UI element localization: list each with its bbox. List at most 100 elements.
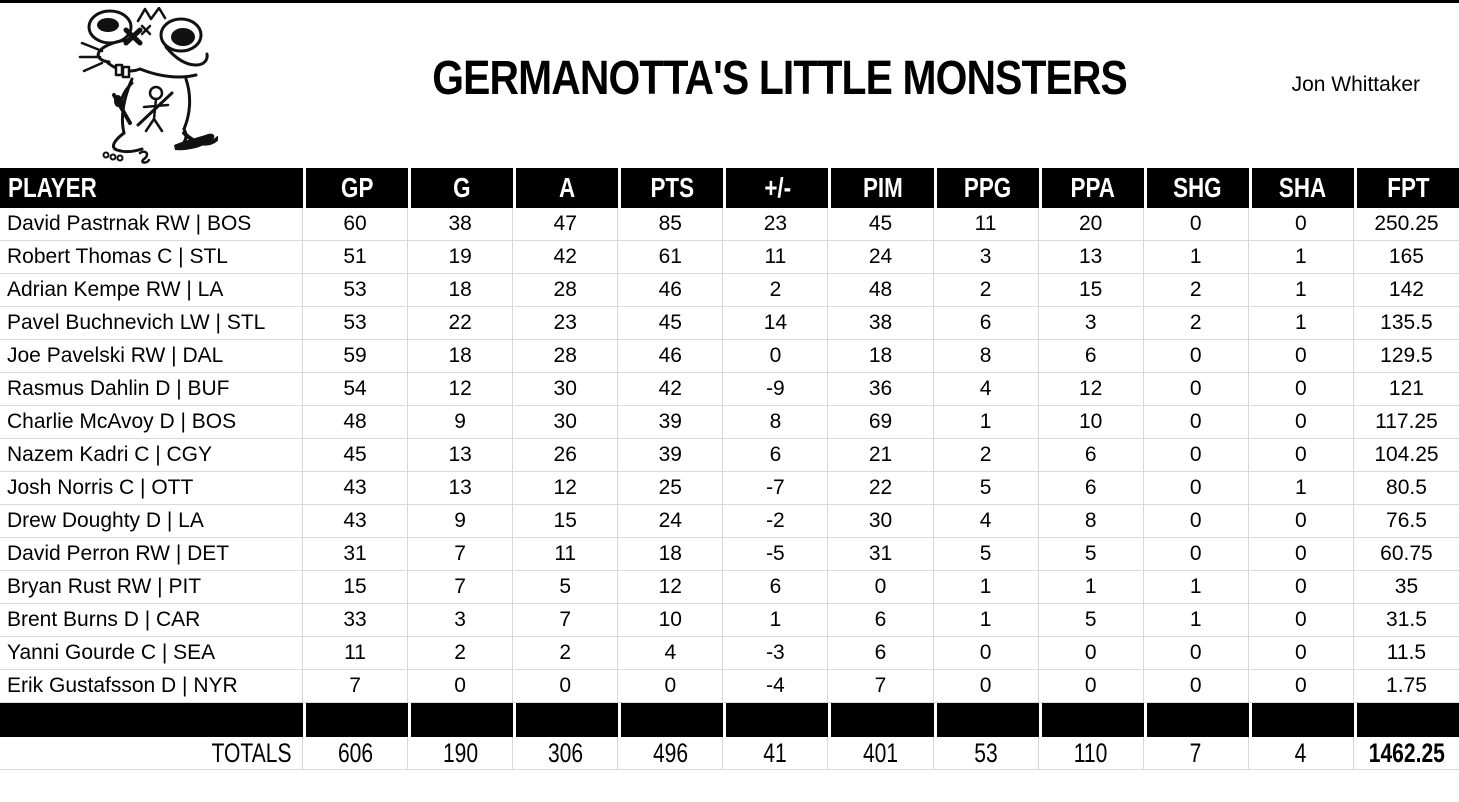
stat-cell-pts: 10 <box>618 604 724 637</box>
stat-cell-ppg: 5 <box>933 472 1039 505</box>
stat-cell-pim: 0 <box>828 571 934 604</box>
table-row: Nazem Kadri C | CGY 45 13 26 39 6 21 2 6 0 0 104.25 <box>0 439 1459 472</box>
separator-cell <box>1251 703 1354 737</box>
stat-cell-plus-minus: 8 <box>723 406 829 439</box>
stat-cell-shg: 0 <box>1143 538 1249 571</box>
player-cell: Charlie McAvoy D | BOS <box>0 406 303 439</box>
separator-cell <box>621 703 724 737</box>
totals-cell-sha-text: 4 <box>1294 737 1307 768</box>
stat-cell-ppa: 0 <box>1038 637 1144 670</box>
stat-cell-shg: 0 <box>1143 505 1249 538</box>
stat-cell-gp: 33 <box>303 604 409 637</box>
stat-cell-ppg: 1 <box>933 571 1039 604</box>
player-cell: Rasmus Dahlin D | BUF <box>0 373 303 406</box>
column-header-g-text: G <box>453 172 471 203</box>
stat-cell-plus-minus: 23 <box>723 208 829 241</box>
stat-cell-pim: 48 <box>828 274 934 307</box>
totals-cell-ppa-text: 110 <box>1073 737 1108 768</box>
stat-cell-plus-minus: 6 <box>723 571 829 604</box>
stat-cell-plus-minus: -4 <box>723 670 829 703</box>
stat-cell-pim: 22 <box>828 472 934 505</box>
stat-cell-pts: 4 <box>618 637 724 670</box>
stat-cell-ppa: 1 <box>1038 571 1144 604</box>
stat-cell-fpt: 135.5 <box>1353 307 1459 340</box>
player-cell: Josh Norris C | OTT <box>0 472 303 505</box>
totals-cell-pim: 401 <box>828 737 934 770</box>
stat-cell-plus-minus: 11 <box>723 241 829 274</box>
column-header-ppa-text: PPA <box>1070 172 1115 203</box>
separator-cell <box>411 703 514 737</box>
player-cell: Drew Doughty D | LA <box>0 505 303 538</box>
column-header-g: G <box>411 168 514 208</box>
stat-cell-a: 42 <box>513 241 619 274</box>
stat-cell-a: 30 <box>513 373 619 406</box>
stat-cell-pts: 85 <box>618 208 724 241</box>
stat-cell-shg: 2 <box>1143 307 1249 340</box>
stat-cell-sha: 0 <box>1248 571 1354 604</box>
stat-cell-fpt: 11.5 <box>1353 637 1459 670</box>
stat-cell-sha: 0 <box>1248 538 1354 571</box>
player-cell: Erik Gustafsson D | NYR <box>0 670 303 703</box>
stat-cell-a: 7 <box>513 604 619 637</box>
column-header-ppa: PPA <box>1041 168 1144 208</box>
stat-cell-pim: 7 <box>828 670 934 703</box>
table-row: Charlie McAvoy D | BOS 48 9 30 39 8 69 1 10 0 0 117… <box>0 406 1459 439</box>
table-row: Joe Pavelski RW | DAL 59 18 28 46 0 18 8 6 0 0 129.… <box>0 340 1459 373</box>
stat-cell-gp: 54 <box>303 373 409 406</box>
totals-label: TOTALS <box>0 737 303 770</box>
stat-cell-pim: 36 <box>828 373 934 406</box>
column-header-sha: SHA <box>1251 168 1354 208</box>
totals-cell-pts: 496 <box>618 737 724 770</box>
totals-cell-gp-text: 606 <box>337 737 373 768</box>
stat-cell-plus-minus: -3 <box>723 637 829 670</box>
owner-name: Jon Whittaker <box>1291 73 1420 96</box>
stat-cell-a: 0 <box>513 670 619 703</box>
stat-cell-shg: 0 <box>1143 439 1249 472</box>
masthead: GERMANOTTA'S LITTLE MONSTERS Jon Whittak… <box>0 3 1459 168</box>
totals-cell-gp: 606 <box>303 737 409 770</box>
player-cell: Nazem Kadri C | CGY <box>0 439 303 472</box>
stat-cell-g: 9 <box>408 406 514 439</box>
stat-cell-sha: 0 <box>1248 604 1354 637</box>
stat-cell-fpt: 142 <box>1353 274 1459 307</box>
team-logo-rat-icon <box>78 7 218 164</box>
stat-cell-gp: 53 <box>303 274 409 307</box>
stat-cell-sha: 1 <box>1248 307 1354 340</box>
stat-cell-gp: 53 <box>303 307 409 340</box>
table-row: Robert Thomas C | STL 51 19 42 61 11 24 3 13 1 1 16… <box>0 241 1459 274</box>
stat-cell-ppa: 10 <box>1038 406 1144 439</box>
stat-cell-gp: 31 <box>303 538 409 571</box>
column-header-gp: GP <box>306 168 409 208</box>
stat-cell-a: 12 <box>513 472 619 505</box>
column-header-pts-text: PTS <box>650 172 695 203</box>
stat-cell-g: 19 <box>408 241 514 274</box>
player-cell: Yanni Gourde C | SEA <box>0 637 303 670</box>
separator-cell <box>1041 703 1144 737</box>
totals-cell-plus-minus-text: 41 <box>763 737 788 768</box>
stat-cell-pts: 0 <box>618 670 724 703</box>
totals-cell-shg: 7 <box>1143 737 1249 770</box>
stat-cell-gp: 59 <box>303 340 409 373</box>
column-header-gp-text: GP <box>340 172 374 203</box>
stat-cell-plus-minus: 14 <box>723 307 829 340</box>
stat-cell-pts: 24 <box>618 505 724 538</box>
stat-cell-plus-minus: -9 <box>723 373 829 406</box>
totals-cell-pts-text: 496 <box>652 737 688 768</box>
column-header-a-text: A <box>559 172 576 203</box>
stat-cell-shg: 1 <box>1143 241 1249 274</box>
stat-cell-ppa: 6 <box>1038 340 1144 373</box>
column-header-player-text: PLAYER <box>8 172 97 203</box>
stat-cell-a: 2 <box>513 637 619 670</box>
stat-cell-plus-minus: -2 <box>723 505 829 538</box>
totals-cell-shg-text: 7 <box>1189 737 1202 768</box>
stat-cell-g: 13 <box>408 472 514 505</box>
stat-cell-ppg: 1 <box>933 406 1039 439</box>
stat-cell-pim: 38 <box>828 307 934 340</box>
stat-cell-sha: 1 <box>1248 472 1354 505</box>
stat-cell-a: 11 <box>513 538 619 571</box>
stat-cell-ppa: 5 <box>1038 538 1144 571</box>
stat-cell-fpt: 80.5 <box>1353 472 1459 505</box>
stat-cell-shg: 0 <box>1143 406 1249 439</box>
totals-cell-g: 190 <box>408 737 514 770</box>
separator-cell <box>831 703 934 737</box>
